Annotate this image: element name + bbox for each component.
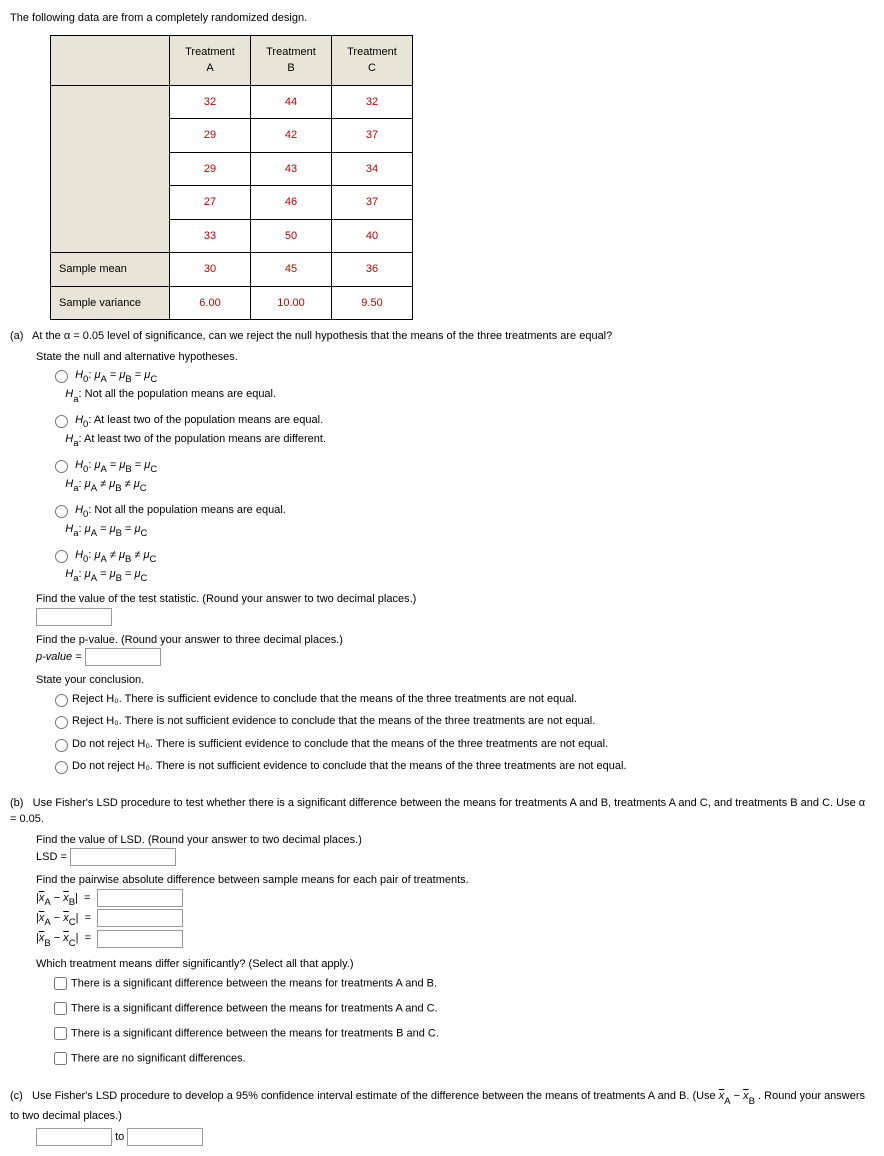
intro-text: The following data are from a completely… [10, 10, 874, 27]
cell: 6.00 [170, 286, 251, 320]
cell: 34 [332, 152, 413, 186]
hyp-5-h0: H0: μA ≠ μB ≠ μC [75, 549, 156, 561]
check-ab-label: There is a significant difference betwee… [71, 978, 437, 990]
cell: 37 [332, 186, 413, 220]
cell: 40 [332, 219, 413, 253]
hyp-4-ha: Ha: μA = μB = μC [65, 523, 147, 535]
cell: 32 [332, 85, 413, 119]
conc-radio-2[interactable] [55, 716, 68, 729]
part-a-tag: (a) [10, 330, 23, 342]
hyp-5-ha: Ha: μA = μB = μC [65, 568, 147, 580]
part-b-tag: (b) [10, 797, 23, 809]
hyp-radio-4[interactable] [55, 505, 68, 518]
part-c-xbar: xA − xB [719, 1090, 755, 1102]
conc-radio-1[interactable] [55, 694, 68, 707]
cell: 29 [170, 152, 251, 186]
check-none[interactable] [54, 1052, 67, 1065]
state-conclusion: State your conclusion. [36, 672, 874, 689]
find-pvalue: Find the p-value. (Round your answer to … [36, 632, 874, 649]
table-blank-header [51, 35, 170, 85]
cell: 50 [251, 219, 332, 253]
conc-3: Do not reject H₀. There is sufficient ev… [72, 738, 608, 750]
hyp-1-ha: Ha: Not all the population means are equ… [65, 388, 276, 400]
part-b-question: Use Fisher's LSD procedure to test wheth… [10, 797, 865, 826]
diff-ac-label: |xA − xC| = [36, 910, 94, 929]
hyp-3-h0: H0: μA = μB = μC [75, 459, 157, 471]
cell: 36 [332, 253, 413, 287]
check-bc[interactable] [54, 1027, 67, 1040]
diff-bc-label: |xB − xC| = [36, 930, 94, 949]
conc-radio-3[interactable] [55, 739, 68, 752]
hyp-2-h0: H0: At least two of the population means… [75, 414, 323, 426]
hyp-4-h0: H0: Not all the population means are equ… [75, 504, 286, 516]
diff-bc-input[interactable] [97, 930, 183, 948]
lsd-input[interactable] [70, 848, 176, 866]
state-hypotheses: State the null and alternative hypothese… [36, 349, 874, 366]
test-stat-input[interactable] [36, 608, 112, 626]
hyp-radio-2[interactable] [55, 415, 68, 428]
hyp-3-ha: Ha: μA ≠ μB ≠ μC [65, 478, 146, 490]
cell: 46 [251, 186, 332, 220]
pvalue-input[interactable] [85, 648, 161, 666]
cell: 33 [170, 219, 251, 253]
cell: 30 [170, 253, 251, 287]
diff-ac-input[interactable] [97, 909, 183, 927]
hyp-1-h0: H0: μA = μB = μC [75, 369, 157, 381]
data-table: TreatmentA TreatmentB TreatmentC 32 44 3… [50, 35, 413, 321]
cell: 45 [251, 253, 332, 287]
cell: 42 [251, 119, 332, 153]
hyp-radio-5[interactable] [55, 550, 68, 563]
cell: 44 [251, 85, 332, 119]
hyp-2-ha: Ha: At least two of the population means… [65, 433, 326, 445]
ci-upper-input[interactable] [127, 1128, 203, 1146]
diff-ab-input[interactable] [97, 889, 183, 907]
find-lsd: Find the value of LSD. (Round your answe… [36, 832, 874, 849]
col-header-c: TreatmentC [332, 35, 413, 85]
cell: 9.50 [332, 286, 413, 320]
col-header-b: TreatmentB [251, 35, 332, 85]
pvalue-label: p-value = [36, 651, 82, 663]
cell: 37 [332, 119, 413, 153]
ci-lower-input[interactable] [36, 1128, 112, 1146]
row-label-mean: Sample mean [51, 253, 170, 287]
hyp-radio-3[interactable] [55, 460, 68, 473]
cell: 10.00 [251, 286, 332, 320]
conc-4: Do not reject H₀. There is not sufficien… [72, 760, 626, 772]
check-ab[interactable] [54, 977, 67, 990]
conc-1: Reject H₀. There is sufficient evidence … [72, 693, 577, 705]
find-test-stat: Find the value of the test statistic. (R… [36, 591, 874, 608]
col-header-a: TreatmentA [170, 35, 251, 85]
diff-ab-label: |xA − xB| = [36, 890, 94, 909]
check-ac-label: There is a significant difference betwee… [71, 1003, 438, 1015]
part-c-q1: Use Fisher's LSD procedure to develop a … [32, 1090, 719, 1102]
conc-radio-4[interactable] [55, 761, 68, 774]
find-pairwise: Find the pairwise absolute difference be… [36, 872, 874, 889]
conc-2: Reject H₀. There is not sufficient evide… [72, 715, 595, 727]
cell: 29 [170, 119, 251, 153]
check-none-label: There are no significant differences. [71, 1053, 246, 1065]
check-bc-label: There is a significant difference betwee… [71, 1028, 439, 1040]
to-label: to [115, 1131, 124, 1143]
row-label-var: Sample variance [51, 286, 170, 320]
cell: 32 [170, 85, 251, 119]
hyp-radio-1[interactable] [55, 370, 68, 383]
lsd-label: LSD = [36, 851, 67, 863]
part-a-question: At the α = 0.05 level of significance, c… [32, 330, 612, 342]
cell: 27 [170, 186, 251, 220]
part-c-tag: (c) [10, 1090, 23, 1102]
which-differ: Which treatment means differ significant… [36, 956, 874, 973]
check-ac[interactable] [54, 1002, 67, 1015]
cell: 43 [251, 152, 332, 186]
